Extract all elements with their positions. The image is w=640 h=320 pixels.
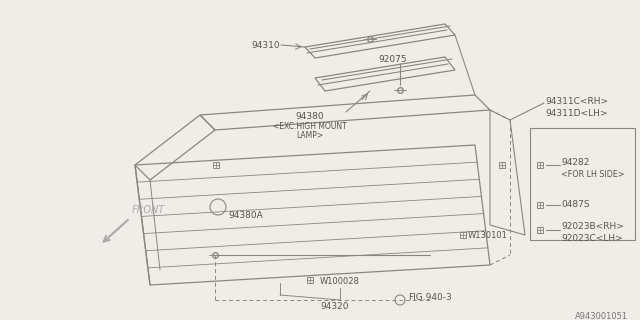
Text: 94320: 94320 (321, 302, 349, 311)
Bar (537, 202, 543, 208)
Text: 94310: 94310 (252, 41, 280, 50)
Text: <FOR LH SIDE>: <FOR LH SIDE> (561, 170, 625, 179)
Text: 92023C<LH>: 92023C<LH> (561, 234, 623, 243)
Text: <EXC.HIGH MOUNT: <EXC.HIGH MOUNT (273, 122, 347, 131)
Text: A943001051: A943001051 (575, 312, 628, 320)
Bar (307, 277, 313, 283)
Bar (537, 227, 543, 233)
Text: 94282: 94282 (561, 158, 589, 167)
Bar (460, 232, 466, 238)
Bar (537, 162, 543, 168)
Bar (499, 162, 505, 168)
Text: FRONT: FRONT (132, 205, 165, 215)
Text: 94311D<LH>: 94311D<LH> (545, 109, 607, 118)
Text: 92023B<RH>: 92023B<RH> (561, 222, 624, 231)
Bar (213, 162, 219, 168)
Text: FIG.940-3: FIG.940-3 (408, 293, 452, 302)
Text: 0487S: 0487S (561, 200, 589, 209)
Text: W130101: W130101 (468, 230, 508, 239)
Text: 94311C<RH>: 94311C<RH> (545, 97, 608, 106)
Text: 94380A: 94380A (228, 211, 263, 220)
Bar (530, 128, 635, 240)
Text: 94380: 94380 (296, 112, 324, 121)
Text: LAMP>: LAMP> (296, 131, 324, 140)
Text: 92075: 92075 (378, 55, 406, 64)
Text: W100028: W100028 (320, 277, 360, 286)
